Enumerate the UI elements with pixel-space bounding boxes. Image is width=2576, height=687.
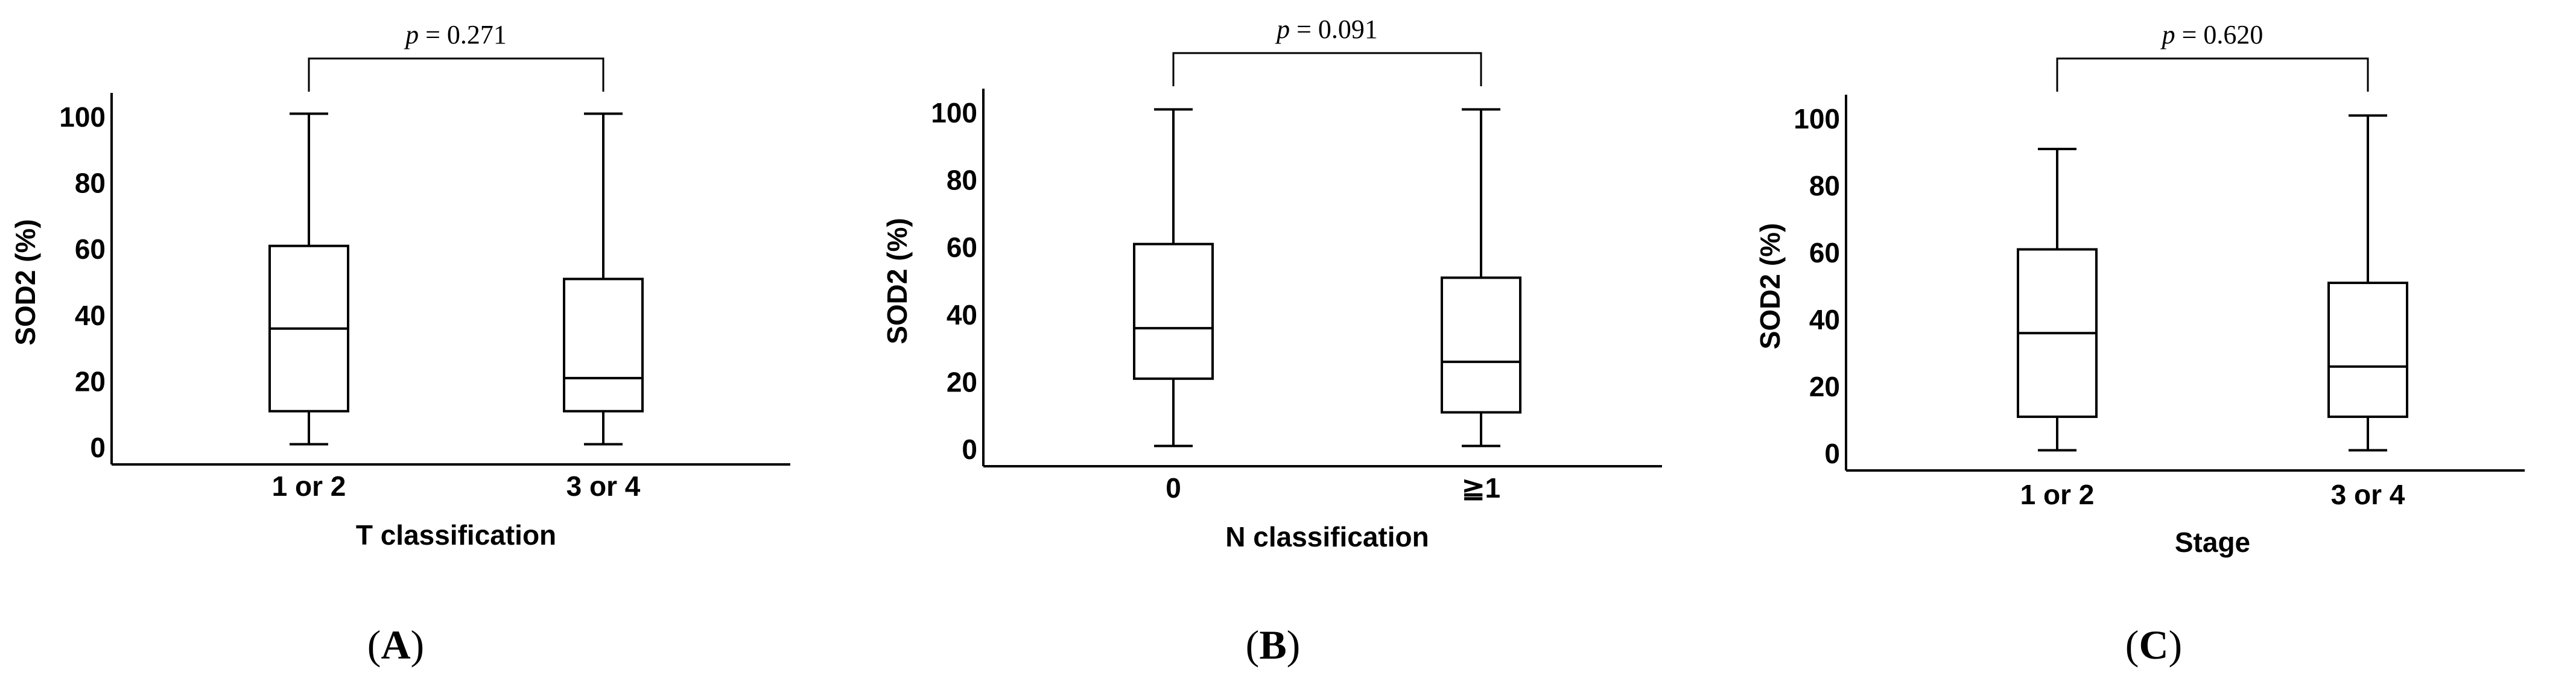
panel-label-c: (C) — [2125, 622, 2182, 668]
box-iqr — [1133, 242, 1214, 380]
y-tick-label: 80 — [947, 165, 977, 196]
box-1 — [2327, 114, 2408, 452]
x-axis-title: Stage — [2175, 527, 2250, 558]
x-axis-title: N classification — [1225, 521, 1429, 552]
box-1 — [1441, 108, 1521, 448]
y-tick-label: 80 — [1809, 170, 1840, 201]
y-tick-label: 0 — [962, 434, 977, 465]
y-tick-label: 0 — [90, 432, 106, 463]
y-tick-label: 20 — [1809, 371, 1840, 402]
y-axis-title: SOD2 (%) — [1754, 223, 1786, 350]
panel-label-b: (B) — [1246, 622, 1301, 668]
panel-label-a: (A) — [367, 622, 424, 668]
y-tick-label: 0 — [1824, 438, 1840, 469]
chart-panel-a: 0 20 40 60 80 100 SOD2 (%) 1 or 2 3 or 4 T classi… — [10, 20, 790, 551]
box-0 — [1133, 108, 1214, 448]
y-tick-label: 40 — [75, 300, 106, 331]
y-tick-label: 80 — [75, 168, 106, 199]
p-value-label: p = 0.620 — [2160, 20, 2264, 49]
significance-bracket — [308, 57, 604, 92]
significance-bracket — [1172, 52, 1482, 86]
p-value-label: p = 0.271 — [404, 20, 507, 49]
x-category-label: 1 or 2 — [272, 470, 346, 502]
x-category-label: 3 or 4 — [2331, 479, 2405, 510]
y-axis-title: SOD2 (%) — [10, 219, 41, 346]
box-0 — [268, 112, 349, 446]
y-tick-label: 40 — [947, 299, 977, 331]
y-tick-label: 100 — [931, 97, 977, 128]
y-tick-label: 100 — [1794, 103, 1840, 135]
y-tick-label: 60 — [1809, 237, 1840, 268]
chart-panel-b: 0 20 40 60 80 100 SOD2 (%) 0 ≧1 N classification p… — [881, 14, 1662, 552]
x-axis-title: T classification — [356, 519, 556, 551]
y-axis-title: SOD2 (%) — [881, 218, 913, 344]
y-tick-label: 60 — [75, 233, 106, 265]
x-category-label: 3 or 4 — [566, 470, 641, 502]
y-tick-label: 20 — [75, 366, 106, 397]
y-tick-label: 20 — [947, 366, 977, 397]
y-tick-label: 100 — [59, 101, 106, 133]
y-tick-label: 60 — [947, 232, 977, 263]
x-category-label: 1 or 2 — [2020, 479, 2095, 510]
box-iqr — [563, 277, 644, 413]
chart-panel-c: 0 20 40 60 80 100 SOD2 (%) 1 or 2 3 or 4 Stage p =… — [1754, 20, 2525, 558]
x-category-label: ≧1 — [1462, 472, 1500, 504]
box-1 — [563, 112, 644, 446]
x-category-label: 0 — [1166, 472, 1181, 504]
box-0 — [2017, 147, 2098, 452]
box-iqr — [1441, 276, 1521, 414]
significance-bracket — [2056, 57, 2369, 92]
y-tick-label: 40 — [1809, 304, 1840, 335]
box-iqr — [2327, 281, 2408, 418]
p-value-label: p = 0.091 — [1275, 14, 1378, 44]
